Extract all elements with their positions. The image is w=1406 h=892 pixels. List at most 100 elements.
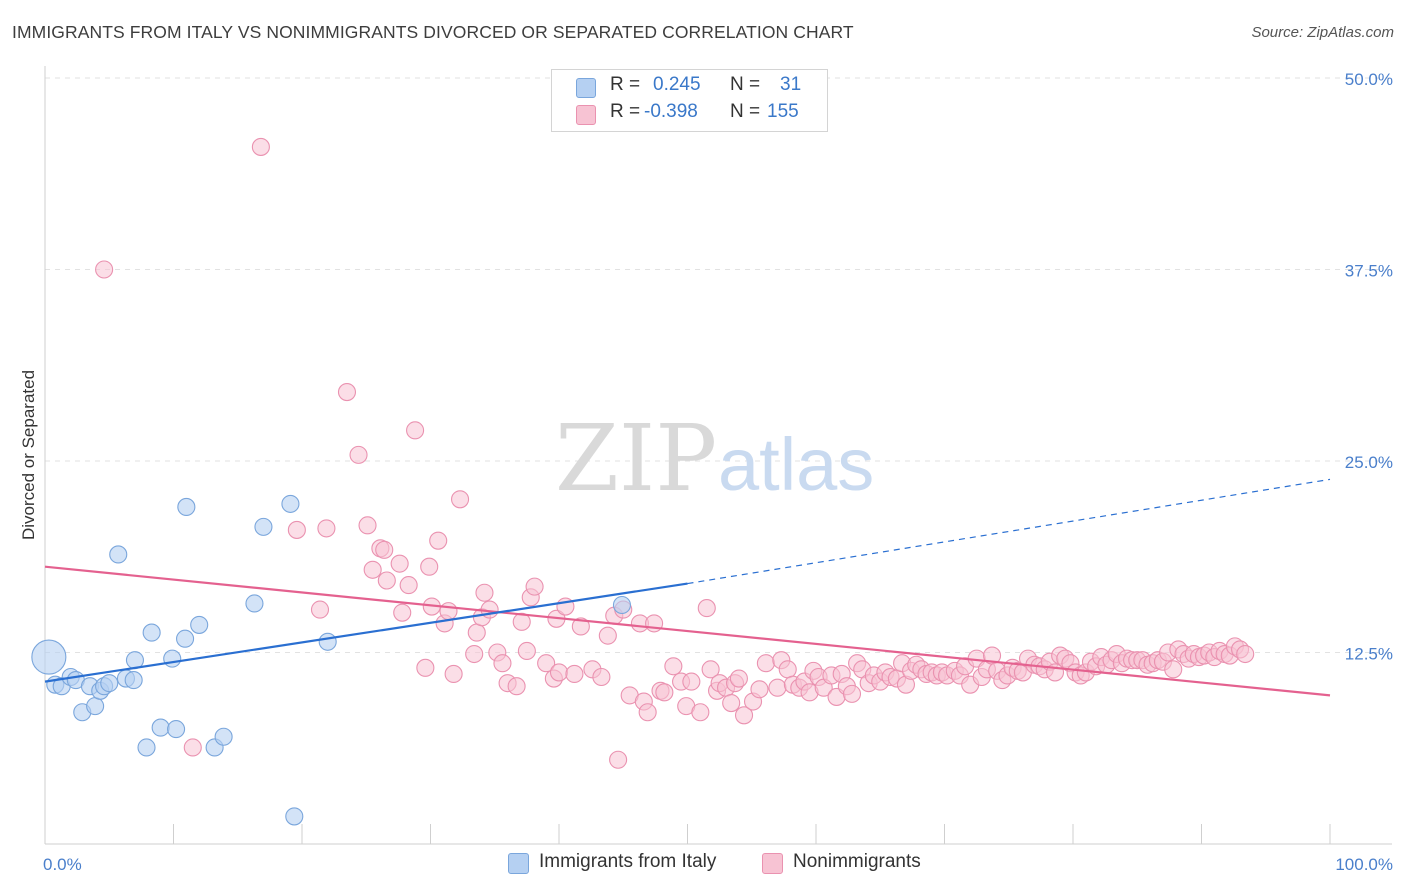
legend-r-value: 0.245	[653, 74, 701, 95]
nonimmigrants-point	[565, 664, 584, 683]
legend-row-italy: R = 0.245 N = 31	[552, 74, 827, 100]
nonimmigrants-point	[416, 658, 435, 677]
y-tick-label: 50.0%	[1345, 70, 1393, 89]
grid-lines	[45, 77, 1392, 653]
italy-point	[100, 674, 119, 693]
nonimmigrants-point	[729, 669, 748, 688]
nonimmigrants-point	[1236, 644, 1255, 664]
nonimmigrants-trend-line	[44, 565, 1331, 697]
italy-trend-line	[44, 582, 688, 683]
nonimmigrants-point	[598, 626, 617, 645]
nonimmigrants-point	[691, 703, 710, 722]
nonimmigrants-point	[493, 654, 512, 673]
nonimmigrants-point	[549, 663, 569, 682]
y-axis-title-group: Divorced or Separated	[19, 370, 38, 540]
legend-n-label: N =	[730, 101, 761, 122]
nonimmigrants-point	[507, 677, 526, 696]
nonimmigrants-point	[393, 603, 412, 622]
nonimmigrants-point	[655, 683, 674, 702]
nonimmigrants-point	[377, 571, 396, 590]
nonimmigrants-point	[349, 445, 368, 464]
nonimmigrants-point	[571, 617, 590, 636]
nonimmigrants-point	[390, 554, 409, 573]
bottom-legend-label: Immigrants from Italy	[539, 851, 717, 872]
legend-row-nonimmigrants: R = -0.398 N = 155	[552, 101, 827, 127]
legend-swatch-pink	[576, 105, 596, 125]
legend-r-label: R =	[610, 101, 641, 122]
nonimmigrants-point	[525, 577, 544, 596]
x-tick-label: 0.0%	[43, 855, 82, 874]
nonimmigrants-point	[95, 260, 114, 279]
italy-point	[176, 629, 195, 648]
legend-r-value: -0.398	[644, 101, 698, 122]
legend-n-value: 155	[767, 101, 799, 122]
nonimmigrants-point	[756, 654, 775, 673]
x-tick-labels: 0.0% 100.0%	[43, 855, 1393, 874]
nonimmigrants-point	[475, 583, 494, 602]
nonimmigrants-point	[750, 680, 769, 699]
nonimmigrants-point	[375, 540, 394, 559]
x-tick-label: 100.0%	[1335, 855, 1393, 874]
nonimmigrants-point	[592, 667, 611, 687]
nonimmigrants-point	[722, 694, 741, 713]
nonimmigrants-point	[399, 576, 418, 595]
nonimmigrants-point	[467, 623, 486, 642]
bottom-legend-swatch-blue	[508, 853, 529, 874]
italy-point	[167, 720, 186, 739]
italy-point	[151, 718, 170, 737]
y-tick-label: 37.5%	[1345, 262, 1393, 281]
nonimmigrants-point	[778, 660, 797, 679]
nonimmigrants-point	[842, 684, 862, 703]
nonimmigrants-point	[517, 641, 536, 661]
legend-n-value: 31	[780, 74, 802, 95]
italy-point	[318, 632, 337, 651]
nonimmigrants-point	[287, 520, 306, 539]
italy-point	[31, 639, 67, 675]
italy-trend-extension	[687, 478, 1331, 585]
italy-point	[190, 615, 209, 634]
stats-legend: R = 0.245 N = 31 R = -0.398 N = 155	[551, 69, 828, 132]
italy-point	[177, 497, 196, 517]
nonimmigrants-point	[363, 560, 382, 579]
axes	[44, 66, 1392, 845]
trend-lines	[44, 478, 1331, 697]
nonimmigrants-point	[537, 654, 556, 673]
italy-point	[137, 738, 156, 757]
nonimmigrants-point	[251, 137, 270, 156]
italy-point	[86, 697, 105, 716]
italy-point	[285, 807, 304, 826]
nonimmigrants-point	[465, 644, 484, 664]
italy-point	[142, 623, 161, 642]
nonimmigrants-point	[697, 599, 716, 618]
watermark-atlas: atlas	[718, 423, 874, 506]
nonimmigrants-point	[734, 706, 754, 725]
nonimmigrants-point	[439, 602, 458, 621]
italy-point	[281, 494, 300, 513]
nonimmigrants-point	[310, 600, 330, 619]
bottom-legend-label: Nonimmigrants	[793, 851, 921, 872]
y-tick-labels: 12.5% 25.0% 37.5% 50.0%	[1345, 70, 1393, 664]
nonimmigrants-point	[768, 678, 787, 697]
y-axis-title: Divorced or Separated	[19, 370, 38, 540]
italy-point	[163, 649, 182, 668]
italy-point	[254, 517, 273, 536]
nonimmigrants-point	[1164, 660, 1183, 679]
bottom-legend-swatch-pink	[762, 853, 783, 874]
chart-title: IMMIGRANTS FROM ITALY VS NONIMMIGRANTS D…	[12, 22, 854, 42]
italy-point	[124, 671, 143, 690]
legend-swatch-blue	[576, 78, 596, 98]
italy-point	[214, 727, 233, 746]
nonimmigrants-point	[337, 383, 357, 402]
legend-r-label: R =	[610, 74, 641, 95]
y-tick-label: 12.5%	[1345, 645, 1393, 664]
italy-points	[31, 494, 632, 826]
nonimmigrants-point	[420, 557, 439, 576]
italy-point	[612, 595, 632, 615]
nonimmigrants-point	[406, 421, 425, 440]
nonimmigrants-point	[609, 750, 628, 769]
legend-n-label: N =	[730, 74, 761, 95]
nonimmigrants-point	[429, 531, 448, 550]
nonimmigrants-point	[701, 660, 720, 679]
y-tick-label: 25.0%	[1345, 453, 1393, 472]
